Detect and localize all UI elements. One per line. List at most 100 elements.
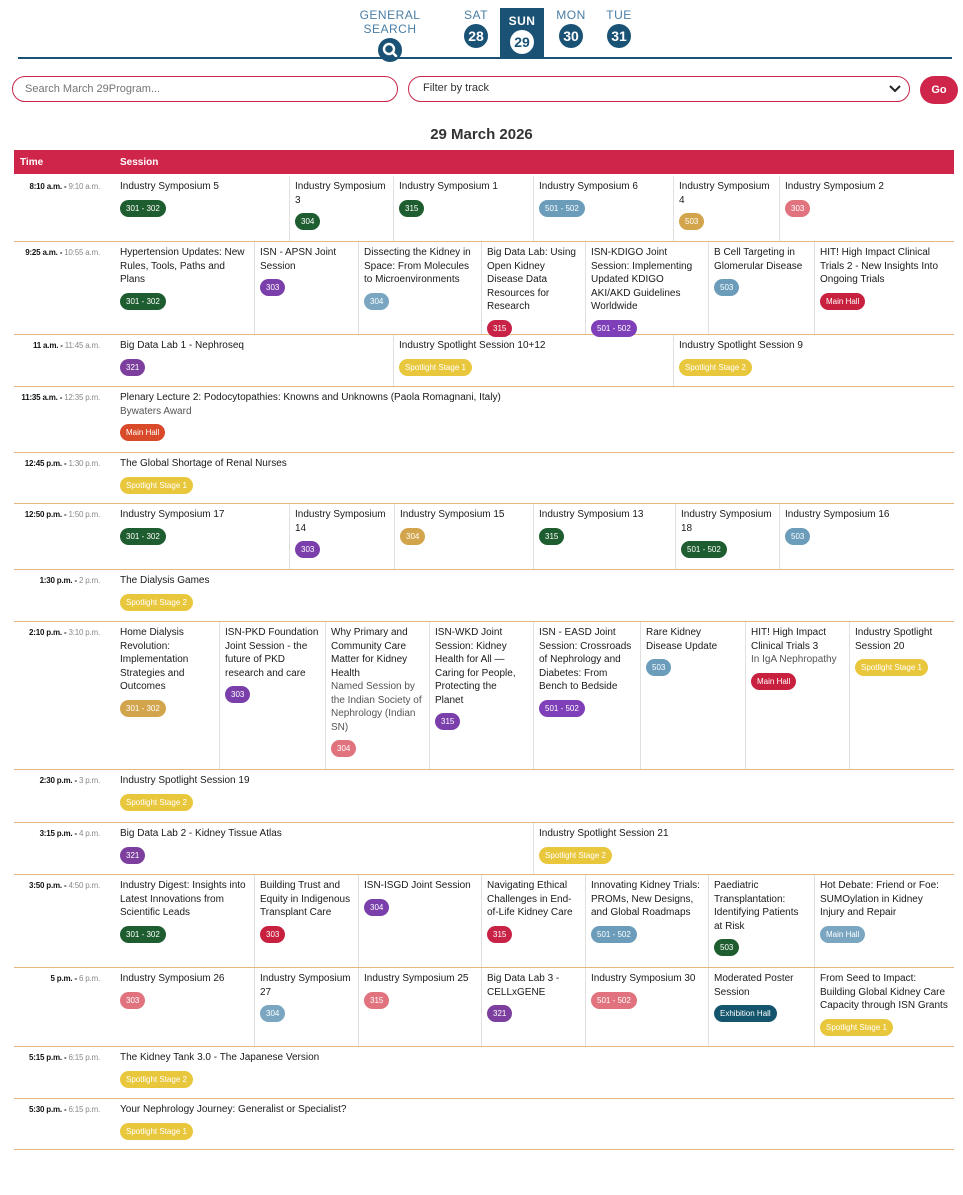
session-cell[interactable]: Industry Spotlight Session 21 Spotlight S… bbox=[533, 827, 954, 864]
session-title[interactable]: Home Dialysis Revolution: Implementation… bbox=[120, 627, 189, 692]
session-title[interactable]: Navigating Ethical Challenges in End-of-… bbox=[487, 880, 573, 918]
session-title[interactable]: Big Data Lab: Using Open Kidney Disease … bbox=[487, 247, 576, 312]
session-cell[interactable]: Industry Symposium 1 315 bbox=[393, 180, 533, 217]
session-cell[interactable]: Big Data Lab 2 - Kidney Tissue Atlas 321 bbox=[114, 827, 533, 864]
session-cell[interactable]: Hypertension Updates: New Rules, Tools, … bbox=[114, 246, 254, 310]
session-title[interactable]: The Global Shortage of Renal Nurses bbox=[120, 458, 287, 469]
session-cell[interactable]: Rare Kidney Disease Update 503 bbox=[640, 626, 745, 676]
session-title[interactable]: Industry Spotlight Session 21 bbox=[539, 828, 669, 839]
session-cell[interactable]: Industry Symposium 30 501 - 502 bbox=[585, 972, 708, 1009]
session-title[interactable]: Industry Symposium 17 bbox=[120, 509, 225, 520]
session-cell[interactable]: Industry Symposium 18 501 - 502 bbox=[675, 508, 779, 558]
session-title[interactable]: ISN - APSN Joint Session bbox=[260, 247, 337, 272]
session-title[interactable]: Industry Spotlight Session 19 bbox=[120, 775, 250, 786]
session-title[interactable]: HIT! High Impact Clinical Trials 3 bbox=[751, 627, 827, 652]
session-title[interactable]: Hypertension Updates: New Rules, Tools, … bbox=[120, 247, 245, 285]
session-title[interactable]: Industry Symposium 25 bbox=[364, 973, 469, 984]
session-cell[interactable]: ISN - EASD Joint Session: Crossroads of … bbox=[533, 626, 640, 717]
day-tab-sun[interactable]: SUN 29 bbox=[500, 8, 544, 59]
session-cell[interactable]: Paediatric Transplantation: Identifying … bbox=[708, 879, 814, 956]
session-cell[interactable]: The Kidney Tank 3.0 - The Japanese Versi… bbox=[114, 1051, 954, 1088]
session-cell[interactable]: Your Nephrology Journey: Generalist or S… bbox=[114, 1103, 954, 1140]
session-title[interactable]: Dissecting the Kidney in Space: From Mol… bbox=[364, 247, 471, 285]
session-title[interactable]: Big Data Lab 3 - CELLxGENE bbox=[487, 973, 560, 998]
day-tab-mon[interactable]: MON 30 bbox=[549, 8, 593, 48]
session-title[interactable]: Industry Symposium 27 bbox=[260, 973, 351, 998]
session-cell[interactable]: ISN-WKD Joint Session: Kidney Health for… bbox=[429, 626, 533, 730]
session-title[interactable]: ISN-ISGD Joint Session bbox=[364, 880, 471, 891]
session-cell[interactable]: Industry Spotlight Session 9 Spotlight St… bbox=[673, 339, 954, 376]
session-cell[interactable]: Industry Spotlight Session 20 Spotlight S… bbox=[849, 626, 954, 676]
session-title[interactable]: Industry Symposium 15 bbox=[400, 509, 505, 520]
session-cell[interactable]: Moderated Poster Session Exhibition Hall bbox=[708, 972, 814, 1022]
session-cell[interactable]: Industry Symposium 6 501 - 502 bbox=[533, 180, 673, 217]
session-title[interactable]: Plenary Lecture 2: Podocytopathies: Know… bbox=[120, 392, 501, 403]
session-cell[interactable]: ISN-ISGD Joint Session 304 bbox=[358, 879, 481, 916]
session-cell[interactable]: Industry Spotlight Session 19 Spotlight S… bbox=[114, 774, 954, 811]
session-title[interactable]: Industry Symposium 5 bbox=[120, 181, 219, 192]
session-title[interactable]: Industry Symposium 1 bbox=[399, 181, 498, 192]
session-cell[interactable]: Industry Symposium 4 503 bbox=[673, 180, 779, 230]
session-title[interactable]: Industry Spotlight Session 10+12 bbox=[399, 340, 546, 351]
session-cell[interactable]: Big Data Lab: Using Open Kidney Disease … bbox=[481, 246, 585, 337]
session-title[interactable]: ISN-WKD Joint Session: Kidney Health for… bbox=[435, 627, 516, 706]
session-title[interactable]: Big Data Lab 1 - Nephroseq bbox=[120, 340, 244, 351]
session-title[interactable]: Rare Kidney Disease Update bbox=[646, 627, 718, 652]
day-tab-sat[interactable]: SAT 28 bbox=[454, 8, 498, 48]
session-title[interactable]: Industry Symposium 14 bbox=[295, 509, 386, 534]
session-title[interactable]: Industry Symposium 30 bbox=[591, 973, 696, 984]
session-title[interactable]: Industry Spotlight Session 20 bbox=[855, 627, 933, 652]
session-title[interactable]: Innovating Kidney Trials: PROMs, New Des… bbox=[591, 880, 700, 918]
session-title[interactable]: ISN - EASD Joint Session: Crossroads of … bbox=[539, 627, 632, 692]
session-title[interactable]: The Kidney Tank 3.0 - The Japanese Versi… bbox=[120, 1052, 320, 1063]
session-cell[interactable]: Industry Symposium 14 303 bbox=[289, 508, 394, 558]
session-cell[interactable]: The Global Shortage of Renal Nurses Spotl… bbox=[114, 457, 954, 494]
session-cell[interactable]: B Cell Targeting in Glomerular Disease 50… bbox=[708, 246, 814, 296]
session-cell[interactable]: ISN - APSN Joint Session 303 bbox=[254, 246, 358, 296]
session-cell[interactable]: Industry Symposium 17 301 - 302 bbox=[114, 508, 289, 545]
session-cell[interactable]: Industry Symposium 5 301 - 302 bbox=[114, 180, 289, 217]
day-tab-tue[interactable]: TUE 31 bbox=[597, 8, 641, 48]
session-cell[interactable]: HIT! High Impact Clinical Trials 3 In IgA… bbox=[745, 626, 849, 690]
session-title[interactable]: Industry Symposium 2 bbox=[785, 181, 884, 192]
session-cell[interactable]: Dissecting the Kidney in Space: From Mol… bbox=[358, 246, 481, 310]
session-title[interactable]: Your Nephrology Journey: Generalist or S… bbox=[120, 1104, 347, 1115]
session-cell[interactable]: Innovating Kidney Trials: PROMs, New Des… bbox=[585, 879, 708, 943]
session-title[interactable]: HIT! High Impact Clinical Trials 2 - New… bbox=[820, 247, 939, 285]
session-title[interactable]: Industry Symposium 3 bbox=[295, 181, 386, 206]
session-cell[interactable]: Navigating Ethical Challenges in End-of-… bbox=[481, 879, 585, 943]
session-title[interactable]: B Cell Targeting in Glomerular Disease bbox=[714, 247, 803, 272]
search-input[interactable] bbox=[12, 76, 398, 102]
session-cell[interactable]: Big Data Lab 3 - CELLxGENE 321 bbox=[481, 972, 585, 1022]
session-cell[interactable]: Industry Spotlight Session 10+12 Spotligh… bbox=[393, 339, 673, 376]
go-button[interactable]: Go bbox=[920, 76, 958, 104]
session-cell[interactable]: Industry Symposium 2 303 bbox=[779, 180, 954, 217]
session-cell[interactable]: From Seed to Impact: Building Global Kid… bbox=[814, 972, 954, 1036]
session-title[interactable]: Industry Symposium 4 bbox=[679, 181, 770, 206]
session-title[interactable]: Building Trust and Equity in Indigenous … bbox=[260, 880, 351, 918]
session-cell[interactable]: Plenary Lecture 2: Podocytopathies: Know… bbox=[114, 391, 954, 441]
session-cell[interactable]: Industry Symposium 26 303 bbox=[114, 972, 254, 1009]
session-cell[interactable]: Why Primary and Community Care Matter fo… bbox=[325, 626, 429, 757]
session-title[interactable]: ISN-KDIGO Joint Session: Implementing Up… bbox=[591, 247, 693, 312]
session-title[interactable]: Moderated Poster Session bbox=[714, 973, 794, 998]
session-cell[interactable]: Building Trust and Equity in Indigenous … bbox=[254, 879, 358, 943]
session-title[interactable]: Why Primary and Community Care Matter fo… bbox=[331, 627, 408, 679]
session-cell[interactable]: Industry Symposium 16 503 bbox=[779, 508, 954, 545]
session-cell[interactable]: Industry Symposium 3 304 bbox=[289, 180, 393, 230]
session-cell[interactable]: Industry Symposium 25 315 bbox=[358, 972, 481, 1009]
session-cell[interactable]: The Dialysis Games Spotlight Stage 2 bbox=[114, 574, 954, 611]
session-cell[interactable]: Industry Symposium 15 304 bbox=[394, 508, 533, 545]
session-cell[interactable]: Hot Debate: Friend or Foe: SUMOylation i… bbox=[814, 879, 954, 943]
session-cell[interactable]: Home Dialysis Revolution: Implementation… bbox=[114, 626, 219, 717]
session-title[interactable]: Industry Symposium 13 bbox=[539, 509, 644, 520]
session-cell[interactable]: Big Data Lab 1 - Nephroseq 321 bbox=[114, 339, 393, 376]
session-title[interactable]: Hot Debate: Friend or Foe: SUMOylation i… bbox=[820, 880, 939, 918]
session-title[interactable]: ISN-PKD Foundation Joint Session - the f… bbox=[225, 627, 319, 679]
session-cell[interactable]: Industry Symposium 27 304 bbox=[254, 972, 358, 1022]
session-title[interactable]: Industry Symposium 18 bbox=[681, 509, 772, 534]
session-title[interactable]: Industry Spotlight Session 9 bbox=[679, 340, 803, 351]
session-title[interactable]: Big Data Lab 2 - Kidney Tissue Atlas bbox=[120, 828, 282, 839]
session-cell[interactable]: Industry Digest: Insights into Latest In… bbox=[114, 879, 254, 943]
session-cell[interactable]: ISN-PKD Foundation Joint Session - the f… bbox=[219, 626, 325, 703]
